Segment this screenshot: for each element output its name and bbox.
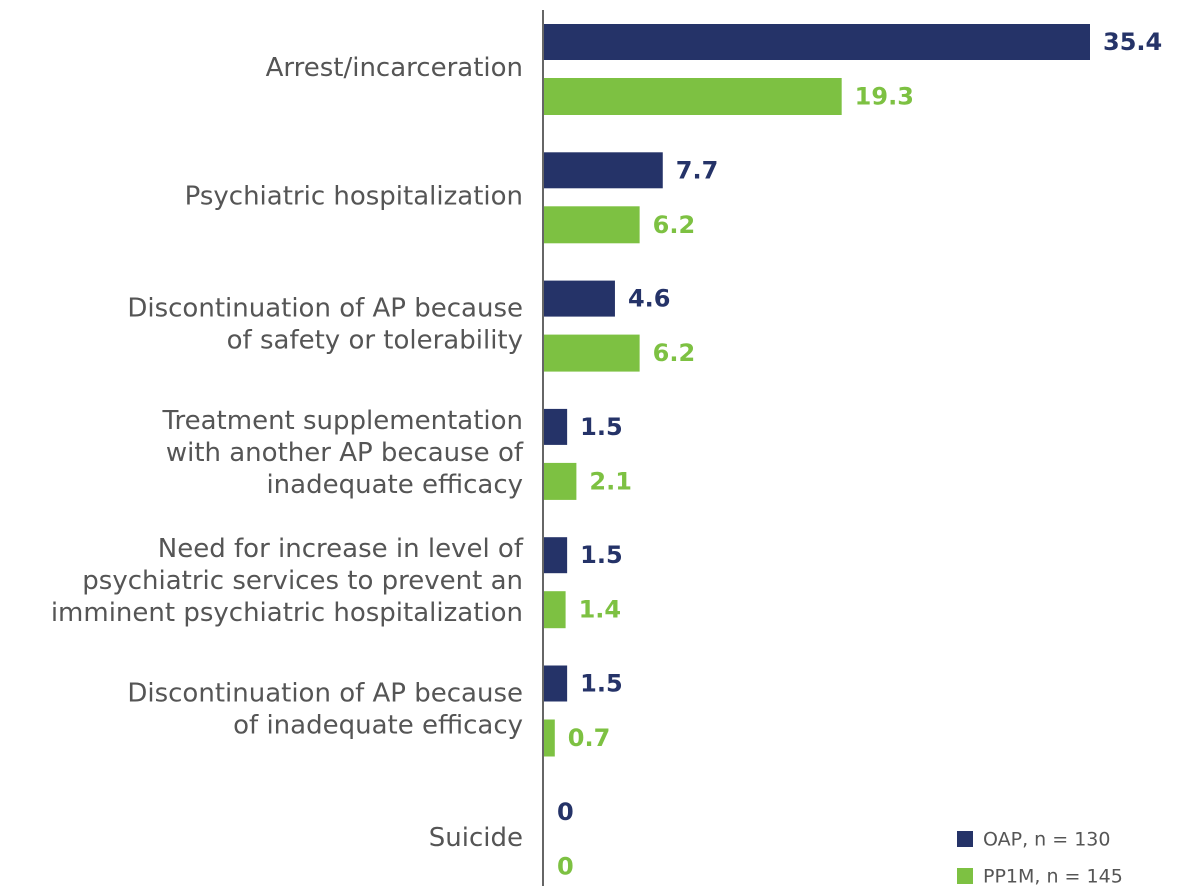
value-label: 0.7 <box>568 724 611 752</box>
bar <box>544 665 568 702</box>
value-label: 35.4 <box>1103 28 1162 56</box>
bar <box>544 462 577 500</box>
value-label: 0 <box>557 798 574 826</box>
bar <box>544 280 615 317</box>
category-label: Suicide <box>429 822 523 852</box>
bar <box>544 334 640 372</box>
value-label: 4.6 <box>628 285 671 313</box>
category-label: Discontinuation of AP because of safety o… <box>127 293 523 355</box>
category-label: Treatment supplementation with another AP… <box>161 405 523 499</box>
legend-swatch <box>957 868 973 884</box>
value-label: 7.7 <box>676 156 719 184</box>
category-label: Discontinuation of AP because of inadequa… <box>127 678 523 740</box>
value-label: 6.2 <box>653 339 696 367</box>
value-label: 1.5 <box>580 541 623 569</box>
legend-label: OAP, n = 130 <box>983 829 1110 851</box>
category-label: Arrest/incarceration <box>266 53 523 83</box>
category-label: Need for increase in level of psychiatric… <box>51 534 524 628</box>
value-label: 6.2 <box>653 211 696 239</box>
value-label: 1.5 <box>580 670 623 698</box>
bar <box>544 719 555 757</box>
bar <box>544 24 1090 60</box>
legend-label: PP1M, n = 145 <box>983 866 1123 888</box>
bar <box>544 591 566 629</box>
value-label: 1.5 <box>580 413 623 441</box>
value-label: 0 <box>557 852 574 880</box>
bar <box>544 78 842 115</box>
bar <box>544 152 663 189</box>
bar <box>544 537 568 574</box>
value-label: 2.1 <box>589 467 632 495</box>
value-label: 1.4 <box>579 596 622 624</box>
bar <box>544 206 640 244</box>
category-label: Psychiatric hospitalization <box>185 181 523 211</box>
legend-swatch <box>957 831 973 847</box>
value-label: 19.3 <box>855 83 914 111</box>
bar <box>544 408 568 445</box>
